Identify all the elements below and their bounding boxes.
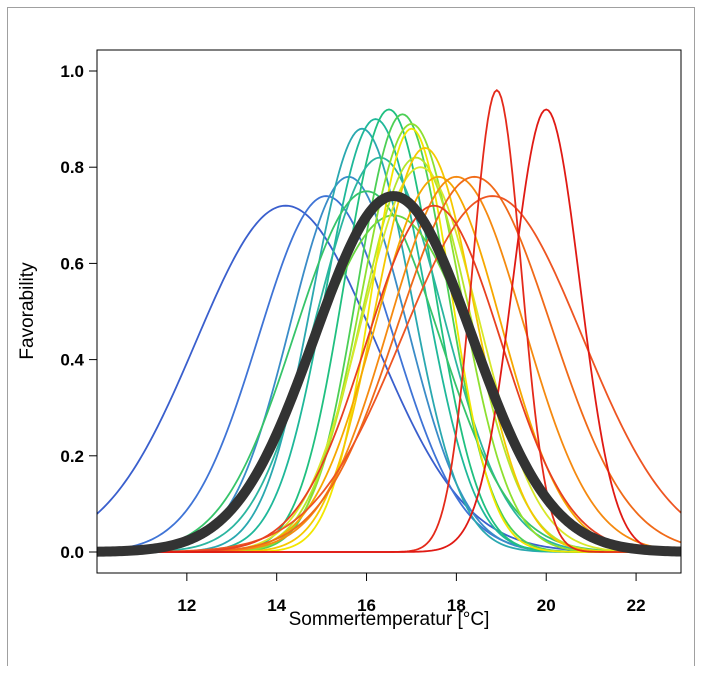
y-tick-label: 0.0 xyxy=(60,543,84,562)
x-axis: 12 14 16 18 20 22 xyxy=(177,573,646,615)
y-tick-label: 0.4 xyxy=(60,351,84,370)
series-curve-22 xyxy=(97,108,682,553)
y-tick-label: 0.6 xyxy=(60,254,84,273)
x-tick-label: 14 xyxy=(267,596,286,615)
x-tick-label: 20 xyxy=(537,596,556,615)
x-tick-label: 22 xyxy=(627,596,646,615)
x-tick-label: 12 xyxy=(177,596,196,615)
y-tick-label: 0.8 xyxy=(60,158,84,177)
series-curve-6 xyxy=(97,108,681,553)
y-tick-label: 0.2 xyxy=(60,447,84,466)
x-tick-label: 18 xyxy=(447,596,466,615)
y-axis-title: Favorability xyxy=(17,262,38,360)
y-tick-label: 1.0 xyxy=(60,62,84,81)
plot-frame xyxy=(7,7,695,666)
x-tick-label: 16 xyxy=(357,596,376,615)
series-curve-9 xyxy=(97,113,681,553)
plot-area-border xyxy=(96,49,682,574)
mean-favorability-curve xyxy=(94,191,684,557)
series-curve-13 xyxy=(97,166,681,553)
x-axis-title: Sommertemperatur [°C] xyxy=(289,609,490,630)
y-axis: 0.0 0.2 0.4 0.6 0.8 1.0 xyxy=(60,62,97,562)
series-curves xyxy=(96,89,682,553)
